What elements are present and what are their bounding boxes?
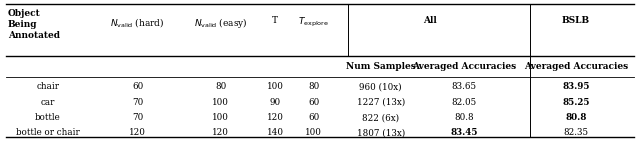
Text: $N_\mathrm{valid}$ (easy): $N_\mathrm{valid}$ (easy) (194, 16, 248, 30)
Text: $N_\mathrm{valid}$ (hard): $N_\mathrm{valid}$ (hard) (110, 16, 165, 29)
Text: 100: 100 (212, 98, 229, 107)
Text: 120: 120 (267, 113, 284, 122)
Text: 1227 (13x): 1227 (13x) (356, 98, 405, 107)
Text: 80: 80 (308, 82, 319, 91)
Text: bottle: bottle (35, 113, 61, 122)
Text: 60: 60 (308, 113, 319, 122)
Text: 100: 100 (212, 113, 229, 122)
Text: 100: 100 (305, 128, 322, 137)
Text: Averaged Accuracies: Averaged Accuracies (412, 62, 516, 71)
Text: car: car (41, 98, 55, 107)
Text: 70: 70 (132, 113, 143, 122)
Text: 80.8: 80.8 (454, 113, 474, 122)
Text: All: All (423, 16, 437, 25)
Text: 82.35: 82.35 (563, 128, 589, 137)
Text: 83.65: 83.65 (451, 82, 477, 91)
Text: 60: 60 (308, 98, 319, 107)
Text: 82.05: 82.05 (451, 98, 477, 107)
Text: $T_\mathrm{explore}$: $T_\mathrm{explore}$ (298, 16, 329, 29)
Text: 120: 120 (212, 128, 229, 137)
Text: BSLB: BSLB (562, 16, 590, 25)
Text: 60: 60 (132, 82, 143, 91)
Text: 85.25: 85.25 (563, 98, 589, 107)
Text: Object
Being
Annotated: Object Being Annotated (8, 9, 60, 40)
Text: 120: 120 (129, 128, 146, 137)
Text: 70: 70 (132, 98, 143, 107)
Text: 822 (6x): 822 (6x) (362, 113, 399, 122)
Text: 1807 (13x): 1807 (13x) (356, 128, 405, 137)
Text: 80.8: 80.8 (565, 113, 587, 122)
Text: 80: 80 (215, 82, 227, 91)
Text: 90: 90 (269, 98, 281, 107)
Text: 960 (10x): 960 (10x) (360, 82, 402, 91)
Text: 83.95: 83.95 (563, 82, 589, 91)
Text: chair: chair (36, 82, 60, 91)
Text: 83.45: 83.45 (451, 128, 477, 137)
Text: 100: 100 (267, 82, 284, 91)
Text: Num Samples: Num Samples (346, 62, 415, 71)
Text: bottle or chair: bottle or chair (16, 128, 80, 137)
Text: Averaged Accuracies: Averaged Accuracies (524, 62, 628, 71)
Text: T: T (272, 16, 278, 25)
Text: 140: 140 (267, 128, 284, 137)
